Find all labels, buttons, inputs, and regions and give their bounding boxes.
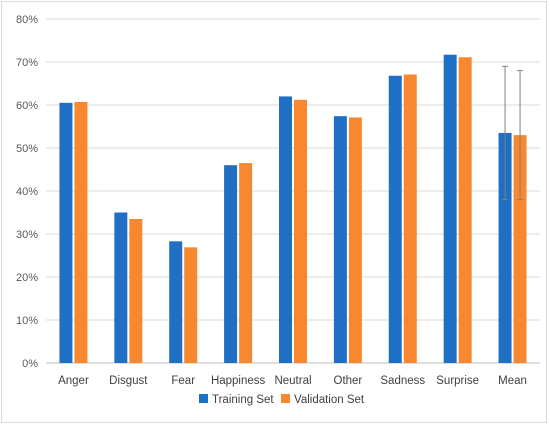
bar-validation-set-other <box>348 117 362 363</box>
x-category-label: Surprise <box>436 375 479 387</box>
y-tick-label: 10% <box>16 315 38 327</box>
x-category-label: Disgust <box>109 375 148 387</box>
bar-training-set-sadness <box>388 75 402 363</box>
y-tick-label: 60% <box>16 100 38 112</box>
bar-validation-set-anger <box>74 101 88 364</box>
bars <box>59 54 527 364</box>
bar-training-set-surprise <box>443 54 457 363</box>
bar-validation-set-mean <box>513 135 527 363</box>
x-category-label: Happiness <box>211 375 266 387</box>
bar-validation-set-sadness <box>403 74 417 363</box>
legend-label: Validation Set <box>294 394 365 406</box>
error-bars <box>502 65 524 201</box>
bar-training-set-fear <box>169 241 183 363</box>
y-tick-label: 70% <box>16 57 38 69</box>
y-tick-label: 30% <box>16 229 38 241</box>
bar-training-set-other <box>333 116 347 364</box>
bar-training-set-disgust <box>114 212 128 363</box>
legend-swatch <box>281 394 290 403</box>
y-tick-label: 0% <box>22 358 38 370</box>
bar-validation-set-neutral <box>294 99 307 363</box>
bar-validation-set-happiness <box>239 163 253 363</box>
y-axis-ticks: 0% 10% 20% 30% 40% 50% 60% 70% 80% <box>16 14 38 370</box>
bar-training-set-anger <box>59 102 73 363</box>
bar-validation-set-disgust <box>129 218 143 363</box>
legend: Training Set Validation Set <box>199 394 365 406</box>
x-category-label: Fear <box>171 375 195 387</box>
x-category-label: Neutral <box>274 375 311 387</box>
bar-training-set-happiness <box>224 165 238 363</box>
bar-training-set-neutral <box>279 96 292 364</box>
legend-swatch <box>199 394 208 403</box>
x-axis-categories: Anger Disgust Fear Happiness Neutral Other Sad… <box>58 375 527 387</box>
x-category-label: Anger <box>58 375 89 387</box>
y-tick-label: 20% <box>16 272 38 284</box>
legend-label: Training Set <box>212 394 274 406</box>
y-tick-label: 40% <box>16 186 38 198</box>
bar-training-set-mean <box>498 132 512 363</box>
y-tick-label: 50% <box>16 143 38 155</box>
x-category-label: Mean <box>498 375 527 387</box>
bar-validation-set-surprise <box>458 57 472 364</box>
x-category-label: Other <box>334 375 363 387</box>
bar-validation-set-fear <box>184 247 198 363</box>
y-tick-label: 80% <box>16 14 38 26</box>
x-category-label: Sadness <box>380 375 425 387</box>
gridlines <box>46 18 540 364</box>
